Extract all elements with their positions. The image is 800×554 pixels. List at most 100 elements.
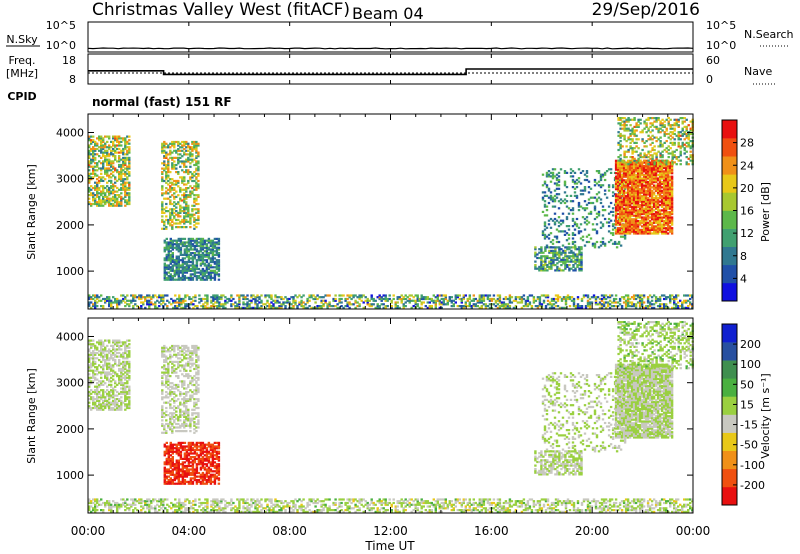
- power-cell: [646, 214, 650, 217]
- power-cell: [619, 244, 623, 247]
- power-cell: [187, 194, 190, 197]
- power-cell: [188, 296, 191, 299]
- power-cell: [98, 296, 101, 299]
- power-cell: [536, 297, 540, 301]
- power-cell: [656, 191, 660, 194]
- power-cell: [94, 185, 97, 188]
- power-cell: [161, 171, 164, 174]
- power-cell: [183, 195, 186, 198]
- power-cell: [116, 297, 119, 301]
- power-cell: [254, 306, 257, 309]
- power-cell: [632, 193, 636, 196]
- power-cell: [557, 178, 561, 182]
- power-cell: [618, 221, 622, 224]
- power-cell: [420, 294, 423, 297]
- power-cell: [169, 266, 172, 269]
- power-cell: [534, 255, 537, 258]
- power-cell: [94, 147, 97, 151]
- power-cell: [175, 206, 178, 209]
- power-cell: [540, 248, 543, 251]
- power-cell: [612, 301, 616, 304]
- power-cell: [630, 173, 634, 177]
- power-cell: [197, 217, 200, 220]
- power-cell: [614, 165, 618, 168]
- power-cell: [177, 257, 180, 260]
- power-cell: [211, 252, 215, 255]
- power-cell: [574, 306, 578, 309]
- power-cell: [624, 299, 628, 302]
- power-cell: [122, 162, 125, 165]
- power-cell: [187, 172, 190, 175]
- power-cell: [650, 218, 654, 221]
- power-cell: [556, 246, 559, 249]
- power-cell: [666, 227, 670, 230]
- power-cell: [508, 297, 512, 301]
- power-cell: [102, 151, 105, 154]
- power-cell: [616, 216, 620, 219]
- power-cell: [193, 201, 196, 204]
- power-cell: [664, 172, 668, 175]
- power-cell: [198, 301, 201, 304]
- power-cell: [637, 154, 640, 157]
- power-cell: [163, 140, 166, 144]
- power-cell: [625, 127, 628, 130]
- power-cell: [286, 301, 289, 304]
- power-cell: [185, 244, 189, 248]
- power-cell: [193, 208, 196, 211]
- power-cell: [633, 159, 636, 162]
- power-cell: [624, 172, 628, 175]
- power-cell: [336, 303, 339, 306]
- power-cell: [183, 211, 186, 214]
- power-cell: [128, 171, 131, 174]
- power-cell: [588, 305, 592, 308]
- nave-tick-high: 60: [706, 54, 720, 67]
- power-cell: [100, 156, 103, 159]
- power-cell: [608, 296, 612, 299]
- power-cell: [328, 294, 331, 297]
- power-cell: [544, 296, 548, 299]
- power-cell: [98, 135, 101, 138]
- power-cell: [175, 156, 178, 159]
- power-cell: [641, 161, 644, 164]
- power-cell: [548, 306, 552, 309]
- power-cell: [549, 232, 553, 235]
- power-cell: [622, 297, 626, 301]
- power-cell: [96, 137, 99, 140]
- power-cell: [195, 188, 198, 191]
- power-cell: [597, 180, 601, 183]
- power-cell: [310, 306, 313, 309]
- power-cell: [644, 181, 648, 184]
- power-cell: [169, 259, 172, 262]
- power-cell: [614, 221, 618, 224]
- power-cell: [213, 260, 217, 264]
- power-cell: [616, 196, 620, 200]
- power-cell: [557, 221, 561, 224]
- power-cell: [552, 303, 556, 306]
- power-cell: [183, 237, 187, 240]
- power-cell: [106, 135, 109, 138]
- power-cell: [683, 306, 686, 309]
- power-cell: [661, 124, 664, 127]
- power-cell: [648, 211, 652, 214]
- noise-left-tick-high: 10^5: [46, 19, 76, 32]
- power-cell: [175, 210, 178, 213]
- power-cell: [177, 226, 180, 229]
- power-cell: [552, 299, 556, 302]
- power-cell: [118, 171, 121, 174]
- power-cell: [182, 299, 185, 302]
- power-cell: [625, 118, 628, 121]
- power-cell: [654, 211, 658, 214]
- power-cell: [122, 294, 125, 297]
- power-cell: [623, 138, 626, 141]
- power-cell: [132, 296, 135, 299]
- power-cell: [122, 183, 125, 186]
- power-cell: [650, 186, 654, 189]
- power-cell: [651, 157, 654, 160]
- power-cell: [677, 305, 680, 308]
- power-cell: [189, 273, 193, 276]
- power-cell: [179, 269, 183, 272]
- power-cell: [644, 173, 648, 177]
- power-cell: [645, 161, 648, 164]
- power-cell: [656, 228, 660, 231]
- power-cell: [545, 186, 549, 189]
